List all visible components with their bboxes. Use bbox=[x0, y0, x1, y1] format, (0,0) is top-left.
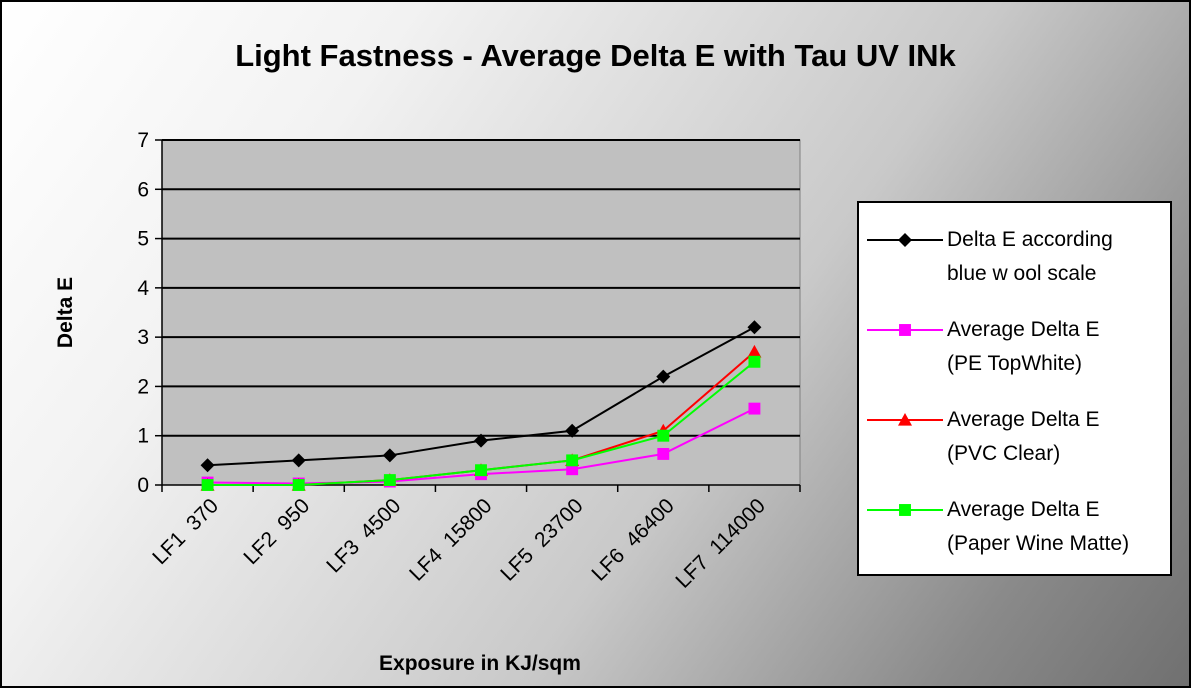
y-tick-label: 3 bbox=[137, 326, 149, 349]
legend-item-2: Average Delta E (PE TopWhite) bbox=[859, 313, 1174, 403]
x-tick-label: LF5 23700 bbox=[496, 494, 587, 585]
y-tick-label: 2 bbox=[137, 375, 149, 398]
legend-label-line: (PVC Clear) bbox=[947, 442, 1061, 465]
legend-label-line: Average Delta E bbox=[947, 498, 1100, 521]
x-tick-label: LF6 46400 bbox=[587, 494, 678, 585]
legend-item-4: Average Delta E (Paper Wine Matte) bbox=[859, 493, 1174, 583]
data-point-series-1 bbox=[656, 369, 671, 384]
data-point-series-4 bbox=[383, 474, 396, 487]
data-point-series-1 bbox=[291, 453, 306, 468]
y-axis-title: Delta E bbox=[54, 277, 77, 348]
legend-swatch-4 bbox=[867, 504, 943, 516]
x-tick-label: LF7 114000 bbox=[671, 494, 770, 593]
chart-title: Light Fastness - Average Delta E with Ta… bbox=[235, 38, 956, 73]
legend-label-line: (PE TopWhite) bbox=[947, 352, 1082, 375]
y-tick-label: 4 bbox=[137, 277, 149, 300]
y-tick-label: 7 bbox=[137, 129, 149, 152]
x-tick-label: LF3 4500 bbox=[322, 494, 405, 577]
data-point-series-1 bbox=[474, 433, 488, 448]
y-tick-label: 6 bbox=[137, 178, 149, 201]
y-tick-label: 0 bbox=[137, 474, 149, 497]
data-point-series-4 bbox=[292, 479, 305, 491]
data-point-series-4 bbox=[748, 355, 761, 368]
legend-label-line: (Paper Wine Matte) bbox=[947, 532, 1130, 555]
legend-item-3: Average Delta E (PVC Clear) bbox=[859, 403, 1174, 493]
data-point-series-1 bbox=[565, 423, 580, 438]
data-point-series-3 bbox=[747, 344, 762, 358]
data-point-series-1 bbox=[200, 458, 215, 473]
data-point-series-1 bbox=[382, 448, 397, 463]
x-tick-label: LF4 15800 bbox=[405, 494, 496, 585]
y-tick-label: 1 bbox=[137, 425, 149, 448]
data-point-series-4 bbox=[566, 454, 579, 467]
data-point-series-1 bbox=[747, 320, 762, 335]
y-tick-label: 5 bbox=[137, 228, 149, 251]
legend-label-2: Average Delta E (PE TopWhite) bbox=[947, 313, 1172, 381]
data-point-series-2 bbox=[748, 402, 761, 415]
legend-label-line: Average Delta E bbox=[947, 318, 1100, 341]
data-point-series-4 bbox=[657, 429, 670, 442]
legend-label-4: Average Delta E (Paper Wine Matte) bbox=[947, 493, 1172, 561]
legend: Delta E according blue w ool scale Average… bbox=[857, 201, 1172, 576]
legend-swatch-1 bbox=[867, 233, 943, 247]
x-axis-title: Exposure in KJ/sqm bbox=[379, 652, 581, 675]
data-point-series-4 bbox=[201, 479, 214, 491]
legend-label-line: blue w ool scale bbox=[947, 262, 1097, 285]
legend-label-line: Average Delta E bbox=[947, 408, 1100, 431]
legend-label-line: Delta E according bbox=[947, 228, 1113, 251]
legend-label-3: Average Delta E (PVC Clear) bbox=[947, 403, 1172, 471]
legend-item-1: Delta E according blue w ool scale bbox=[859, 223, 1174, 313]
data-point-series-4 bbox=[475, 464, 487, 477]
data-point-series-2 bbox=[657, 448, 670, 460]
x-tick-label: LF1 370 bbox=[148, 494, 223, 569]
x-tick-label: LF2 950 bbox=[239, 494, 314, 569]
legend-label-1: Delta E according blue w ool scale bbox=[947, 223, 1172, 291]
legend-swatch-3 bbox=[867, 413, 943, 426]
legend-swatch-2 bbox=[867, 324, 943, 336]
data-point-series-2 bbox=[566, 463, 579, 476]
